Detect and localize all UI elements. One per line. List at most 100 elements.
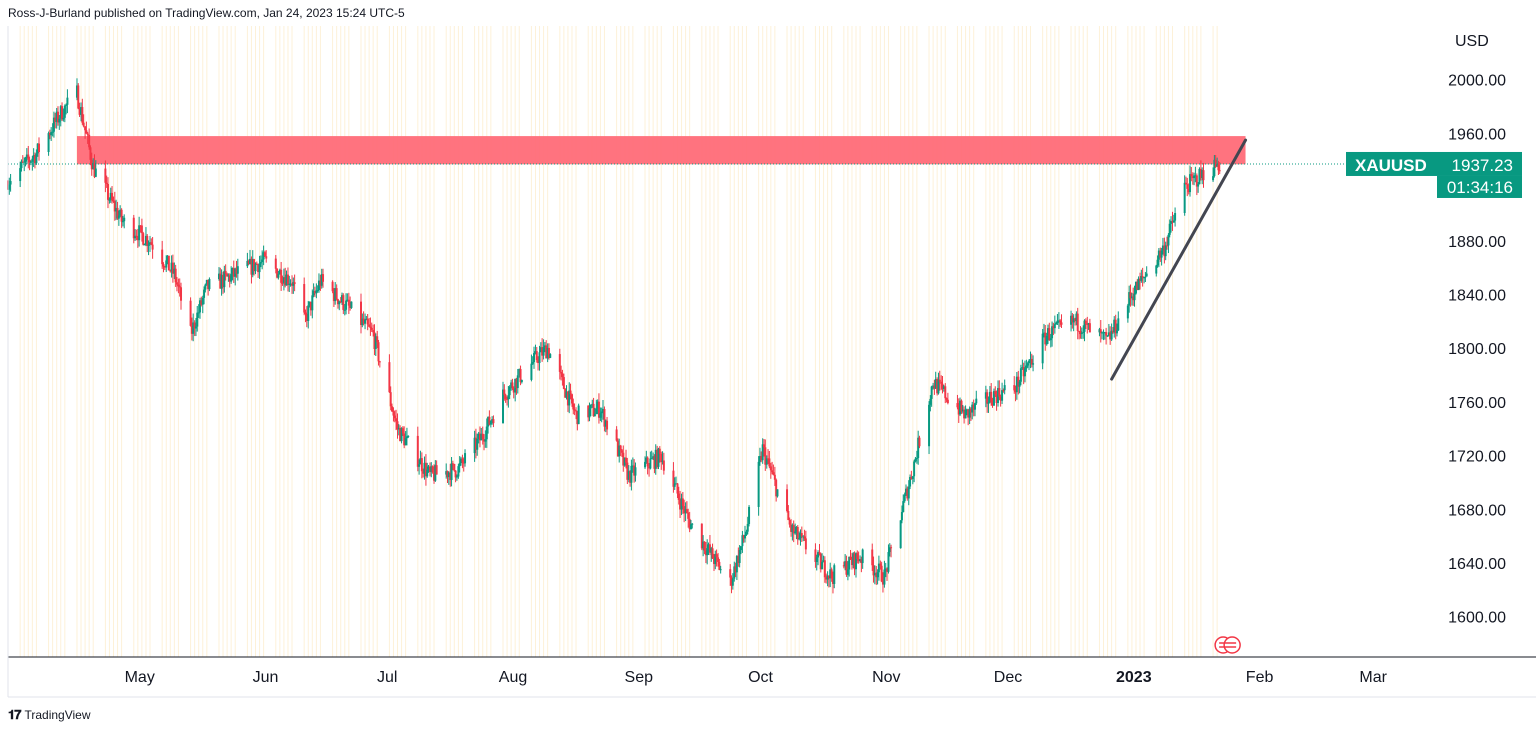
candle: [990, 383, 993, 406]
candle: [31, 155, 34, 171]
candle: [80, 102, 83, 122]
candle: [565, 385, 568, 400]
candle: [1191, 172, 1194, 185]
candle: [418, 459, 421, 475]
candle: [52, 111, 55, 138]
candle: [147, 240, 150, 256]
resistance-zone[interactable]: [76, 136, 1246, 165]
candle: [194, 317, 197, 337]
candle: [568, 382, 571, 414]
candle: [679, 490, 682, 518]
candle: [253, 258, 256, 276]
candle: [876, 569, 879, 585]
candle: [1184, 176, 1187, 185]
candle: [741, 530, 744, 553]
trendline[interactable]: [1110, 138, 1248, 381]
candle: [633, 459, 636, 483]
candle: [997, 380, 1000, 407]
candle: [566, 391, 569, 412]
x-tick-label: 2023: [1116, 669, 1152, 686]
candle: [787, 505, 790, 521]
candle: [274, 254, 277, 274]
candle: [1070, 310, 1073, 332]
candle: [1172, 214, 1175, 223]
candle: [335, 284, 338, 301]
candle: [507, 386, 510, 408]
candle: [534, 344, 537, 355]
candle: [973, 402, 976, 417]
candle: [826, 571, 829, 587]
candle: [938, 370, 941, 391]
last-price-badge[interactable]: XAUUSD 1937.23 01:34:16: [1346, 151, 1522, 198]
candle: [796, 525, 799, 545]
candle: [737, 547, 740, 567]
candle: [336, 298, 339, 309]
candle: [988, 386, 991, 404]
candle: [1052, 322, 1055, 336]
candle: [1110, 323, 1113, 342]
candle: [262, 245, 265, 266]
candle: [1029, 351, 1032, 369]
candle: [1199, 160, 1202, 181]
candle: [959, 397, 962, 417]
candle: [143, 243, 146, 246]
candle: [1167, 233, 1170, 254]
candle: [222, 271, 225, 294]
candle: [1202, 162, 1205, 188]
candle: [480, 427, 483, 441]
candle: [1002, 388, 1005, 393]
candle: [455, 474, 458, 481]
candle: [149, 235, 152, 252]
us-economic-event-icon[interactable]: [1214, 636, 1241, 654]
candle: [305, 306, 308, 328]
candle: [312, 283, 315, 298]
candle: [629, 470, 632, 487]
candle: [372, 324, 375, 337]
candle: [661, 451, 664, 465]
x-tick-label: Sep: [625, 669, 654, 686]
overlay-layer: [8, 138, 1428, 654]
candle: [1059, 319, 1062, 327]
candle: [1126, 303, 1129, 323]
candle: [454, 470, 457, 483]
y-tick-label: 1760.00: [1448, 395, 1506, 412]
candle: [798, 531, 801, 541]
candle: [1170, 216, 1173, 233]
candle: [848, 556, 851, 577]
x-tick-label: Nov: [872, 669, 900, 686]
candle: [625, 449, 628, 469]
candle: [829, 562, 832, 588]
candle: [169, 269, 172, 273]
candle: [108, 197, 111, 204]
candle: [1137, 276, 1140, 291]
candle: [50, 127, 53, 142]
candle: [1056, 313, 1059, 325]
candle: [453, 463, 456, 472]
candle: [423, 456, 426, 480]
candle: [788, 517, 791, 528]
candle: [121, 215, 124, 227]
candle: [1214, 154, 1217, 168]
candle: [391, 403, 394, 413]
candle: [282, 268, 285, 291]
candle: [757, 456, 760, 516]
candle: [873, 565, 876, 585]
candle: [995, 390, 998, 411]
candle: [366, 314, 369, 331]
candle: [151, 237, 154, 259]
candle: [630, 459, 633, 491]
candle: [393, 410, 396, 423]
candle: [936, 377, 939, 396]
candle: [991, 397, 994, 408]
candle: [799, 529, 802, 546]
candle: [311, 289, 314, 319]
candle: [315, 283, 318, 299]
candle: [1030, 353, 1033, 368]
candle: [999, 394, 1002, 407]
candle: [855, 552, 858, 578]
candle: [165, 255, 168, 273]
candle: [744, 525, 747, 543]
candle: [1183, 175, 1186, 216]
candle: [308, 301, 311, 308]
